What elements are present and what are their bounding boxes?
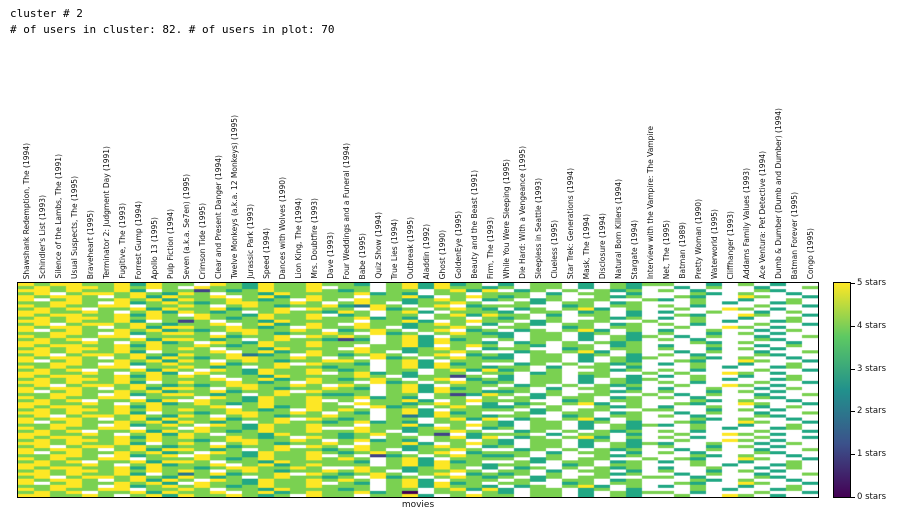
x-tick-label: Apollo 13 (1995): [149, 216, 159, 280]
x-tick-label: Schindler's List (1993): [37, 195, 47, 279]
x-tick-label: While You Were Sleeping (1995): [501, 159, 511, 279]
x-tick-label: Shawshank Redemption, The (1994): [21, 142, 31, 279]
x-tick-label: Babe (1995): [357, 232, 367, 279]
x-tick-label: Twelve Monkeys (a.k.a. 12 Monkeys) (1995…: [229, 115, 239, 279]
x-tick-label: Ace Ventura: Pet Detective (1994): [757, 151, 767, 279]
x-tick-label: Firm, The (1993): [485, 216, 495, 279]
heatmap-axes-frame: [17, 282, 819, 498]
x-tick-label: Quiz Show (1994): [373, 212, 383, 279]
x-tick-label: Dances with Wolves (1990): [277, 176, 287, 279]
x-tick-label: Terminator 2: Judgment Day (1991): [101, 146, 111, 279]
x-tick-label: Speed (1994): [261, 228, 271, 279]
colorbar-tick-label: 2 stars: [857, 406, 887, 417]
colorbar-tick-label: 4 stars: [857, 320, 887, 331]
chart-title-line1: cluster # 2: [10, 7, 83, 20]
colorbar-tick-label: 0 stars: [857, 492, 887, 502]
x-axis-label: movies: [401, 500, 435, 510]
x-tick-label: Clueless (1995): [549, 220, 559, 279]
x-tick-label: Batman Forever (1995): [789, 191, 799, 279]
x-tick-label: Silence of the Lambs, The (1991): [53, 154, 63, 279]
x-tick-label: GoldenEye (1995): [453, 211, 463, 279]
x-tick-label: Forrest Gump (1994): [133, 200, 143, 279]
colorbar-tick-label: 5 stars: [857, 278, 887, 288]
x-tick-label: Sleepless in Seattle (1993): [533, 178, 543, 279]
x-tick-label: Braveheart (1995): [85, 209, 95, 279]
colorbar-tick-label: 1 stars: [857, 449, 887, 460]
x-tick-label: Mask, The (1994): [581, 213, 591, 279]
x-tick-label: Batman (1989): [677, 222, 687, 279]
x-tick-label: Pulp Fiction (1994): [165, 208, 175, 279]
colorbar-tick-mark: [851, 325, 855, 327]
x-tick-label: Dave (1993): [325, 232, 335, 279]
x-tick-label: Seven (a.k.a. Se7en) (1995): [181, 173, 191, 279]
colorbar-tick-mark: [851, 283, 855, 284]
x-tick-label: True Lies (1994): [389, 218, 399, 279]
x-tick-label: Ghost (1990): [437, 229, 447, 279]
colorbar: [833, 282, 851, 498]
colorbar-tick-mark: [851, 368, 855, 370]
x-tick-label: Waterworld (1995): [709, 208, 719, 279]
colorbar-tick-mark: [851, 454, 855, 456]
colorbar-tick-label: 3 stars: [857, 363, 887, 374]
colorbar-tick-mark: [851, 497, 855, 498]
x-tick-label: Crimson Tide (1995): [197, 202, 207, 279]
x-tick-label: Natural Born Killers (1994): [613, 179, 623, 279]
x-tick-label: Stargate (1994): [629, 219, 639, 279]
x-tick-label: Lion King, The (1994): [293, 198, 303, 279]
colorbar-tick-mark: [851, 411, 855, 413]
x-tick-label: Outbreak (1995): [405, 216, 415, 279]
x-tick-label: Jurassic Park (1993): [245, 204, 255, 279]
x-tick-label: Beauty and the Beast (1991): [469, 170, 479, 279]
x-tick-label: Net, The (1995): [661, 219, 671, 279]
x-tick-label: Dumb & Dumber (Dumb and Dumber) (1994): [773, 108, 783, 279]
x-tick-label: Fugitive, The (1993): [117, 203, 127, 279]
x-tick-label: Mrs. Doubtfire (1993): [309, 198, 319, 279]
heatmap-canvas: [18, 283, 818, 497]
chart-title-line2: # of users in cluster: 82. # of users in…: [10, 23, 335, 36]
x-tick-label: Addams Family Values (1993): [741, 167, 751, 279]
x-tick-label: Cliffhanger (1993): [725, 210, 735, 279]
x-tick-label: Congo (1995): [805, 227, 815, 279]
x-tick-label: Disclosure (1994): [597, 212, 607, 279]
x-tick-label: Star Trek: Generations (1994): [565, 167, 575, 279]
x-tick-label: Die Hard: With a Vengeance (1995): [517, 146, 527, 279]
x-tick-label: Clear and Present Danger (1994): [213, 155, 223, 279]
x-tick-label: Aladdin (1992): [421, 223, 431, 280]
x-tick-label: Pretty Woman (1990): [693, 198, 703, 279]
colorbar-gradient: [834, 283, 850, 497]
x-tick-label: Four Weddings and a Funeral (1994): [341, 142, 351, 279]
x-tick-label: Interview with the Vampire: The Vampire: [645, 125, 655, 279]
x-tick-label: Usual Suspects, The (1995): [69, 175, 79, 279]
